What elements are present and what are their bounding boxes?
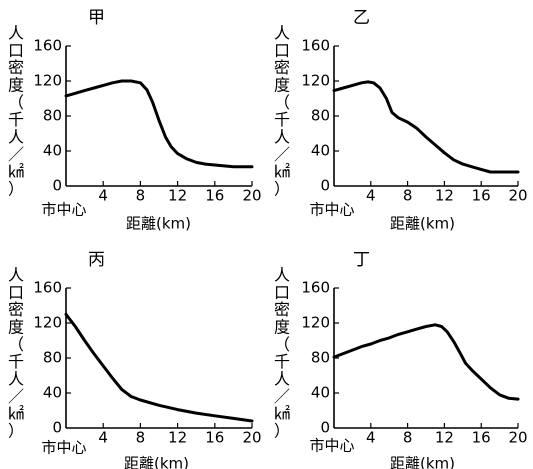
x-tick-label: 8 [403, 429, 413, 447]
x-tick-label: 8 [136, 429, 146, 447]
x-axis-label: 距離(km) [124, 455, 189, 469]
y-tick-label: 120 [33, 72, 62, 90]
x-tick-label: 4 [98, 429, 108, 447]
y-tick-label: 80 [311, 107, 330, 125]
x-tick-label: 16 [205, 429, 224, 447]
x-tick-label: 20 [508, 187, 527, 205]
x-tick-label: 12 [168, 429, 187, 447]
series-line-1 [64, 312, 254, 423]
panel-title: 丁 [353, 250, 370, 270]
x-tick-label: 8 [403, 187, 413, 205]
panel-title: 丙 [88, 250, 105, 270]
x-tick-label: 4 [98, 187, 108, 205]
x-tick-label: 12 [168, 187, 187, 205]
y-tick-label: 160 [301, 37, 330, 55]
panel-title: 甲 [88, 8, 105, 28]
x-axis-label: 距離(km) [126, 215, 191, 233]
y-tick-label: 120 [301, 72, 330, 90]
x-tick-label: 12 [435, 187, 454, 205]
y-axis-label: 人口密度（千人／㎢） [274, 24, 290, 199]
y-axis-label: 人口密度（千人／㎢） [8, 266, 24, 441]
x-tick-label: 20 [242, 429, 261, 447]
x-axis-label: 距離(km) [390, 215, 455, 233]
origin-label: 市中心 [41, 439, 86, 457]
x-tick-label: 16 [472, 429, 491, 447]
panel-title: 乙 [353, 8, 370, 28]
x-tick-label: 8 [136, 187, 146, 205]
y-axis-label: 人口密度（千人／㎢） [8, 24, 24, 199]
y-tick-label: 0 [320, 177, 330, 195]
origin-label: 市中心 [309, 201, 354, 219]
x-tick-label: 20 [508, 429, 527, 447]
y-tick-label: 80 [43, 349, 62, 367]
y-tick-label: 160 [301, 279, 330, 297]
y-tick-label: 160 [33, 279, 62, 297]
y-tick-label: 40 [43, 142, 62, 160]
y-tick-label: 40 [43, 384, 62, 402]
y-axis-label: 人口密度（千人／㎢） [274, 266, 290, 441]
y-tick-label: 160 [33, 37, 62, 55]
y-tick-label: 40 [311, 384, 330, 402]
x-axis-label: 距離(km) [390, 455, 455, 469]
y-tick-label: 80 [43, 107, 62, 125]
y-tick-label: 120 [301, 314, 330, 332]
x-tick-label: 20 [242, 187, 261, 205]
y-tick-label: 0 [320, 419, 330, 437]
y-tick-label: 0 [52, 177, 62, 195]
origin-label: 市中心 [41, 201, 86, 219]
x-tick-label: 16 [205, 187, 224, 205]
y-tick-label: 40 [311, 142, 330, 160]
y-tick-label: 80 [311, 349, 330, 367]
series-line-1 [64, 79, 254, 169]
x-tick-label: 12 [435, 429, 454, 447]
y-tick-label: 0 [52, 419, 62, 437]
series-line-1 [332, 323, 520, 401]
y-tick-label: 120 [33, 314, 62, 332]
series-line-1 [332, 80, 520, 174]
origin-label: 市中心 [309, 437, 354, 455]
x-tick-label: 4 [366, 429, 376, 447]
x-tick-label: 16 [472, 187, 491, 205]
x-tick-label: 4 [366, 187, 376, 205]
